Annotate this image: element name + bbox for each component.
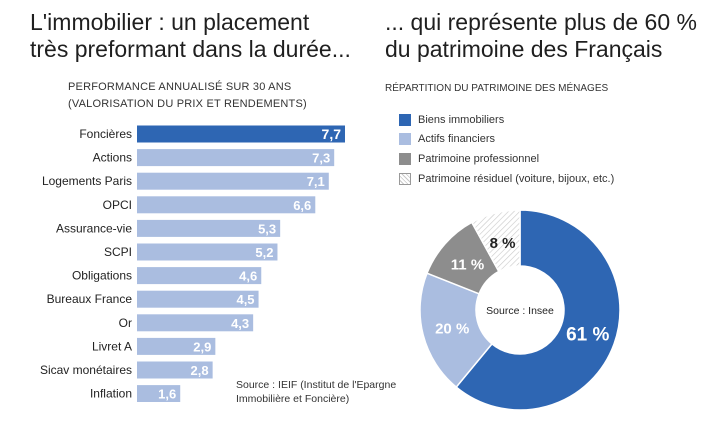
donut-value-label: 8 % — [490, 235, 516, 252]
legend-swatch — [399, 153, 411, 165]
bar-value-label: 2,8 — [191, 363, 209, 378]
bar — [137, 361, 213, 379]
donut-slice — [455, 209, 621, 411]
left-title-line2: très preformant dans la durée... — [30, 36, 351, 62]
left-subtitle-line2: (VALORISATION DU PRIX ET RENDEMENTS) — [68, 98, 307, 110]
legend-label: Patrimoine professionnel — [418, 153, 540, 165]
bar — [137, 172, 329, 190]
legend-swatch — [399, 173, 411, 185]
left-title-line1: L'immobilier : un placement — [30, 9, 310, 35]
legend-swatch — [399, 114, 411, 126]
right-title-line2: du patrimoine des Français — [385, 36, 663, 62]
bar — [137, 243, 278, 261]
bar-category-label: Sicav monétaires — [40, 363, 132, 377]
bar — [137, 337, 216, 355]
legend-label: Actifs financiers — [418, 133, 496, 145]
bar-category-label: Assurance-vie — [56, 221, 132, 235]
bar-value-label: 5,3 — [258, 221, 276, 236]
bar-value-label: 4,3 — [231, 316, 249, 331]
bar-value-label: 7,3 — [312, 151, 330, 166]
bar — [137, 149, 335, 167]
bar-value-label: 7,7 — [322, 126, 342, 142]
bar-category-label: Or — [119, 316, 132, 330]
donut-slice — [470, 209, 521, 273]
bar — [137, 267, 262, 285]
bar-category-label: Livret A — [92, 339, 132, 353]
patrimoine-donut-chart: 61 % 20 % 11 % 8 % Source : Insee — [419, 209, 621, 411]
bar — [137, 290, 259, 308]
bar-value-label: 1,6 — [158, 387, 176, 402]
bar-category-label: Bureaux France — [47, 292, 133, 306]
bar-category-label: Logements Paris — [42, 174, 132, 188]
bar-value-label: 2,9 — [193, 339, 211, 354]
bar-value-label: 7,1 — [307, 174, 325, 189]
donut-slice — [419, 272, 494, 389]
right-subtitle: RÉPARTITION DU PATRIMOINE DES MÉNAGES — [385, 83, 609, 94]
bar-value-label: 4,6 — [239, 269, 257, 284]
donut-value-label: 20 % — [435, 320, 469, 337]
performance-bar-chart: Foncières 7,7 Actions 7,3 Logements Paris 7,1… — [40, 125, 345, 402]
bar-category-label: Actions — [93, 151, 132, 165]
bar-category-label: Inflation — [90, 387, 132, 401]
bar — [137, 196, 316, 214]
bar-category-label: Foncières — [79, 127, 132, 141]
legend-label: Biens immobiliers — [418, 114, 505, 126]
donut-value-label: 61 % — [566, 324, 609, 345]
bar-category-label: SCPI — [104, 245, 132, 259]
right-title-line1: ... qui représente plus de 60 % — [385, 9, 697, 35]
bar-category-label: Obligations — [72, 269, 132, 283]
left-subtitle-line1: PERFORMANCE ANNUALISÉ SUR 30 ANS — [68, 81, 292, 93]
legend-label: Patrimoine résiduel (voiture, bijoux, et… — [418, 173, 615, 185]
bar — [137, 314, 254, 332]
donut-center-label: Source : Insee — [486, 305, 554, 317]
legend-swatch — [399, 133, 411, 145]
bar-value-label: 6,6 — [293, 198, 311, 213]
bar — [137, 385, 181, 402]
left-source: Source : IEIF (Institut de l'Epargne Imm… — [236, 378, 396, 406]
bar — [137, 219, 281, 237]
bar-category-label: OPCI — [103, 198, 132, 212]
bar-value-label: 4,5 — [236, 292, 254, 307]
donut-value-label: 11 % — [451, 257, 484, 274]
bar — [137, 125, 345, 143]
left-source-line1: Source : IEIF (Institut de l'Epargne — [236, 379, 397, 391]
bar-value-label: 5,2 — [255, 245, 273, 260]
left-source-line2: Immobilière et Foncière) — [236, 393, 350, 405]
